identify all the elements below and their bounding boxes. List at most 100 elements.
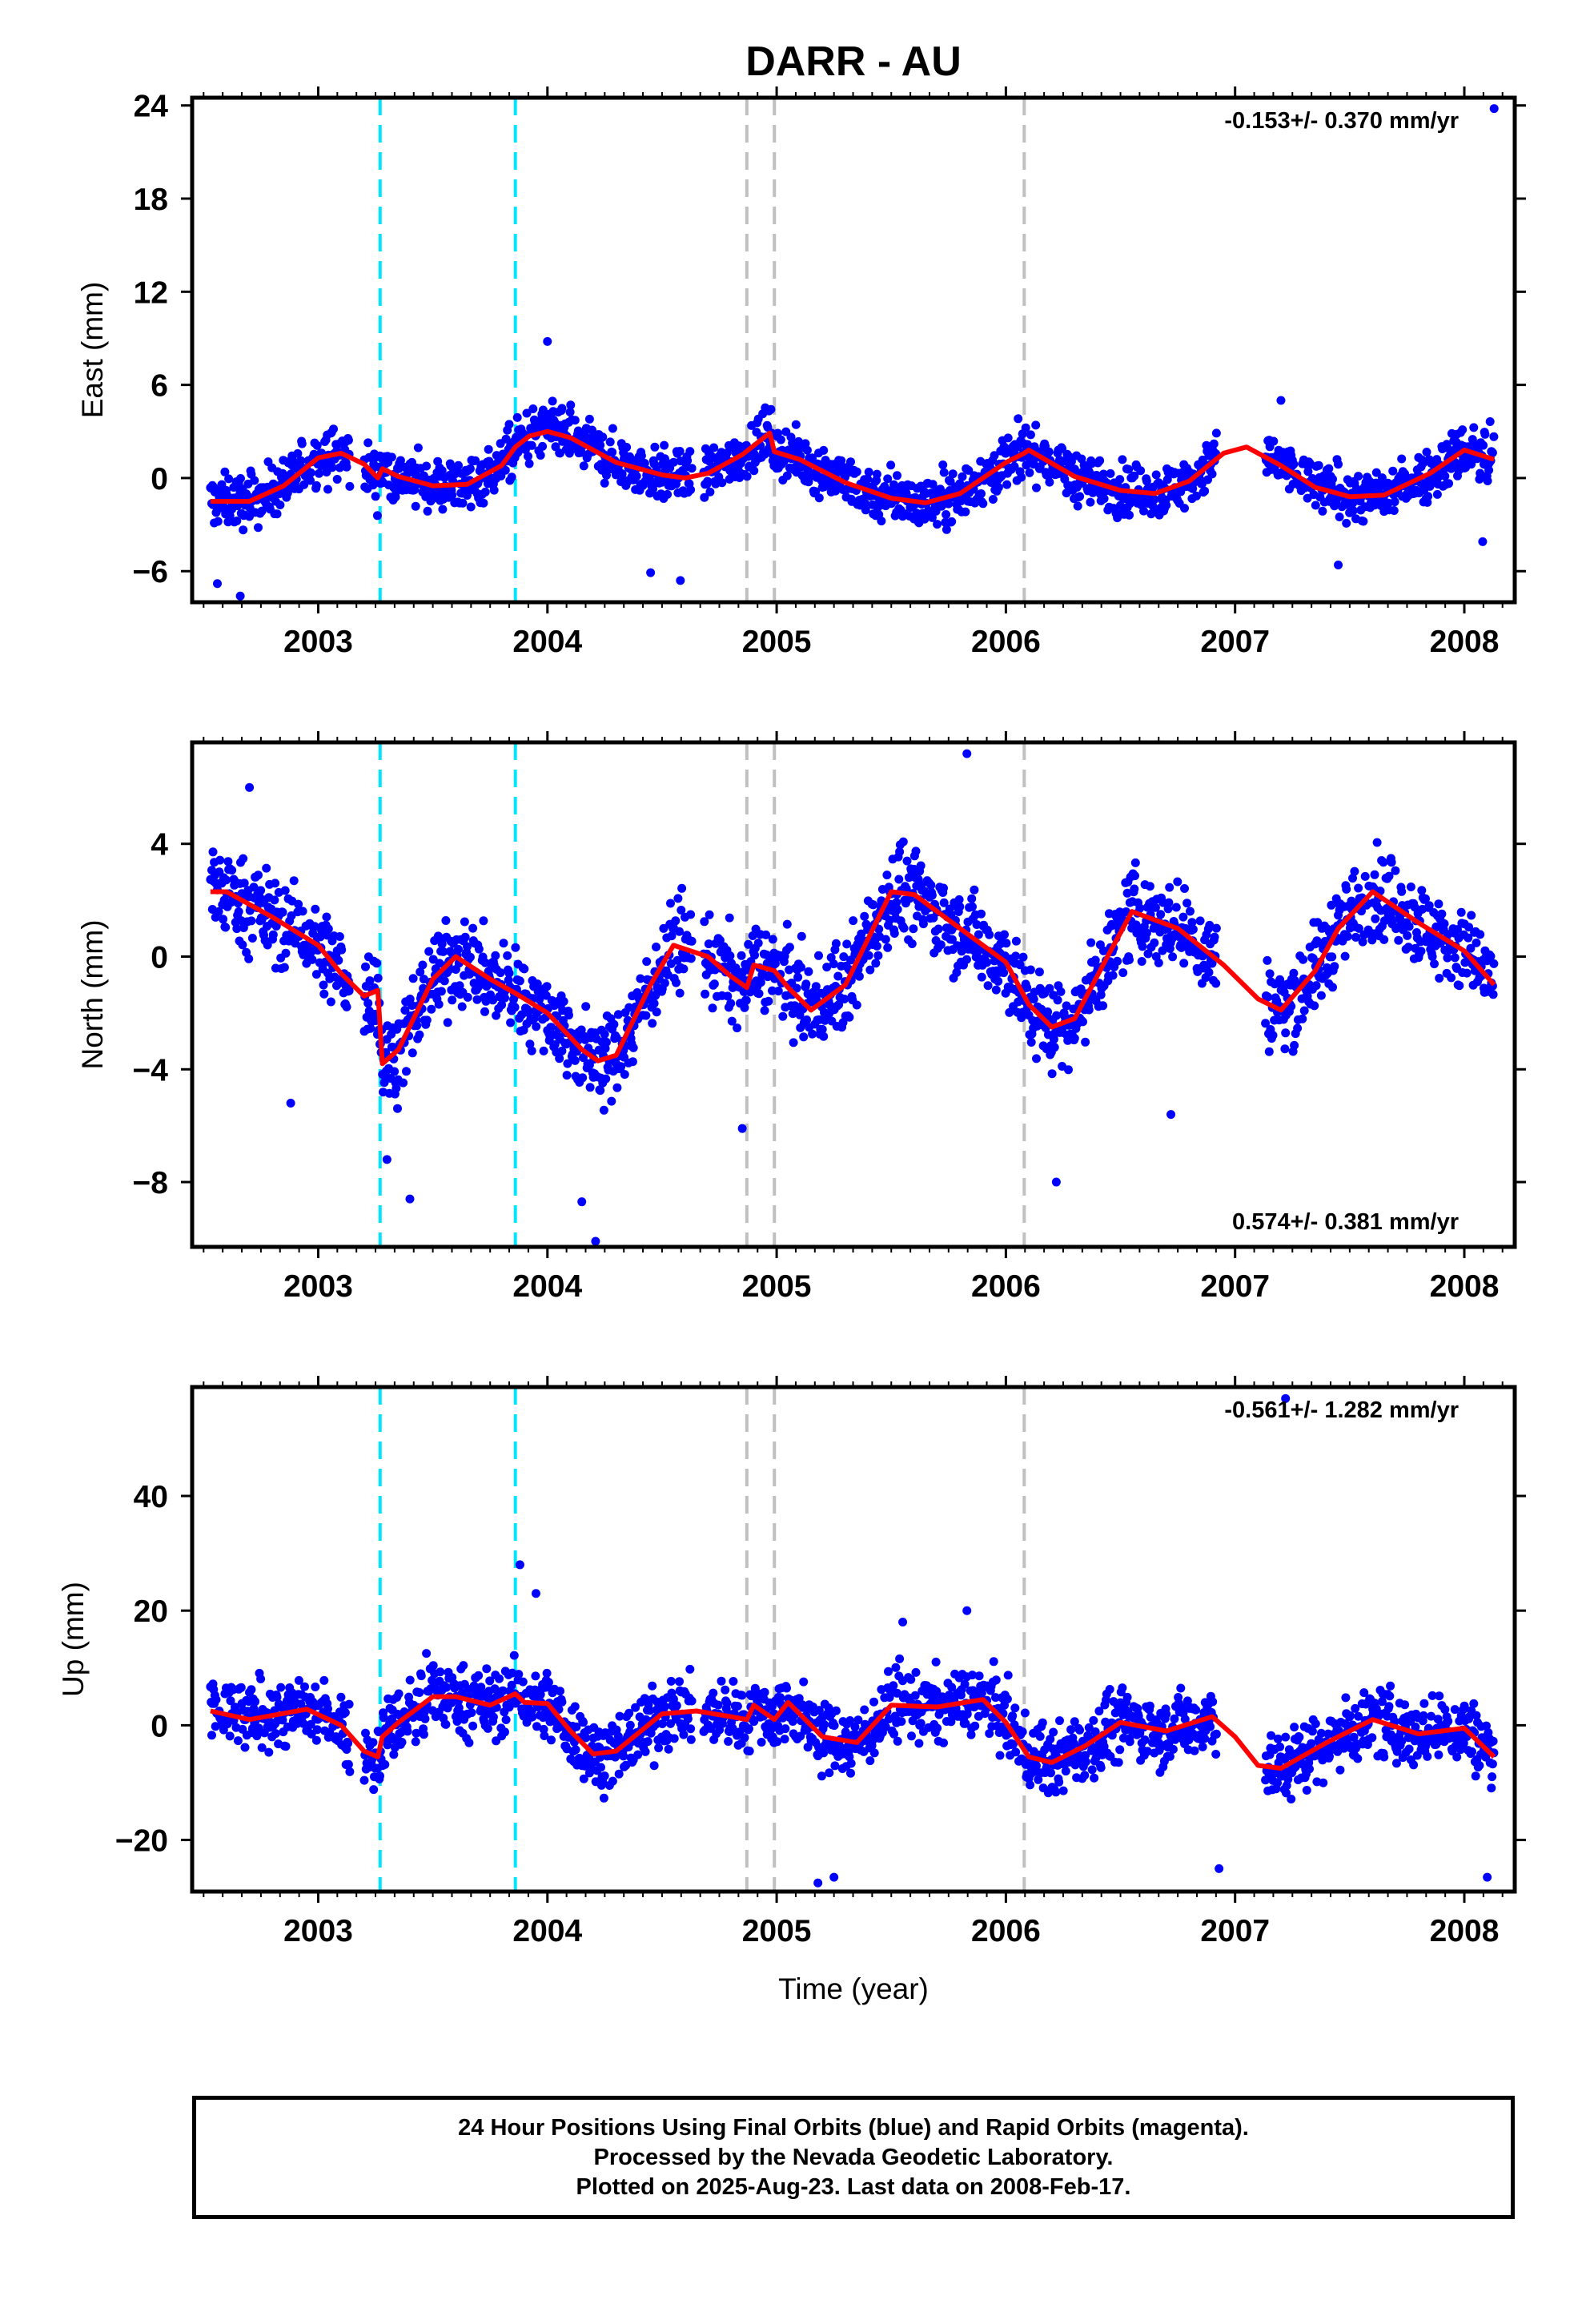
data-point [869,1748,879,1758]
data-point [1464,933,1473,943]
data-point [1135,903,1145,913]
data-point [829,1721,839,1731]
data-point [1090,955,1100,965]
data-point [990,451,999,460]
data-point [899,923,909,933]
data-point [373,973,383,983]
data-point [1195,916,1205,926]
data-point [1187,918,1197,927]
y-tick-label: −4 [133,1053,169,1088]
data-point [380,1759,390,1769]
data-point [1467,460,1476,469]
data-point [436,1667,445,1677]
data-point [1334,460,1343,469]
data-point [1029,995,1038,1004]
data-point [323,485,332,494]
data-point [754,989,764,999]
data-point [1403,943,1413,952]
data-point [722,448,732,458]
data-point [244,954,254,963]
data-point [672,978,681,987]
data-point [365,976,375,986]
data-point [1360,871,1370,881]
data-point [660,979,669,988]
data-point [342,462,351,472]
data-point [1340,951,1350,961]
data-point [1098,1001,1108,1011]
data-point [960,1679,970,1689]
data-point [819,445,829,455]
data-point [781,1724,790,1734]
data-point [977,972,986,982]
data-point [556,1687,564,1696]
data-point [500,1727,509,1737]
data-point [570,1055,580,1065]
data-point [501,434,511,444]
data-point [829,959,838,969]
data-point [945,1691,954,1700]
data-point [1062,1001,1071,1011]
data-point [281,948,291,958]
data-point [907,1731,916,1741]
data-point [894,875,904,884]
data-point [1447,973,1456,983]
data-point-outlier [577,1197,587,1207]
data-point [708,1003,717,1013]
data-point [227,866,237,875]
data-point [978,499,988,509]
data-point [615,1711,624,1721]
data-point-outlier [1478,537,1488,546]
data-point [215,855,225,865]
data-point [831,939,841,948]
data-point [667,931,677,941]
data-point [961,1719,970,1728]
x-tick-label: 2007 [1200,625,1270,659]
data-point [323,1704,332,1714]
data-point [886,460,896,470]
data-point [1359,517,1368,526]
data-point [375,1771,384,1781]
data-point [279,963,289,972]
data-point [1489,432,1499,441]
data-point [933,520,942,529]
data-point [916,1719,926,1728]
data-point [572,1722,581,1731]
data-point [991,1675,1001,1685]
data-point [1106,468,1115,478]
data-point [361,1728,370,1738]
data-point [488,1712,498,1722]
data-point [1022,983,1032,992]
data-point [841,1727,850,1737]
data-point [936,940,946,950]
data-point [709,979,719,989]
data-point [1162,475,1172,485]
data-point [270,895,279,905]
data-point [256,1675,266,1683]
data-point [547,1735,556,1745]
data-point [315,468,323,478]
data-point [219,915,228,924]
data-point [654,1743,664,1753]
data-point [497,1000,507,1010]
data-point-outlier [245,782,255,792]
data-point [1289,968,1299,978]
data-point [532,1022,541,1031]
data-point [306,468,315,477]
data-point [833,971,843,981]
data-point [391,1084,401,1093]
data-point [1404,922,1414,931]
data-point [1066,456,1076,466]
data-points [206,104,1499,601]
data-point [686,485,696,495]
data-point [489,485,499,495]
data-point [323,924,333,934]
data-point [566,400,576,410]
data-point [428,1661,438,1671]
data-point [852,1000,861,1010]
data-point [562,1071,572,1080]
data-point [372,511,382,521]
data-point [901,489,911,498]
data-point [673,894,683,903]
data-point [883,474,893,484]
data-point [614,1769,624,1779]
